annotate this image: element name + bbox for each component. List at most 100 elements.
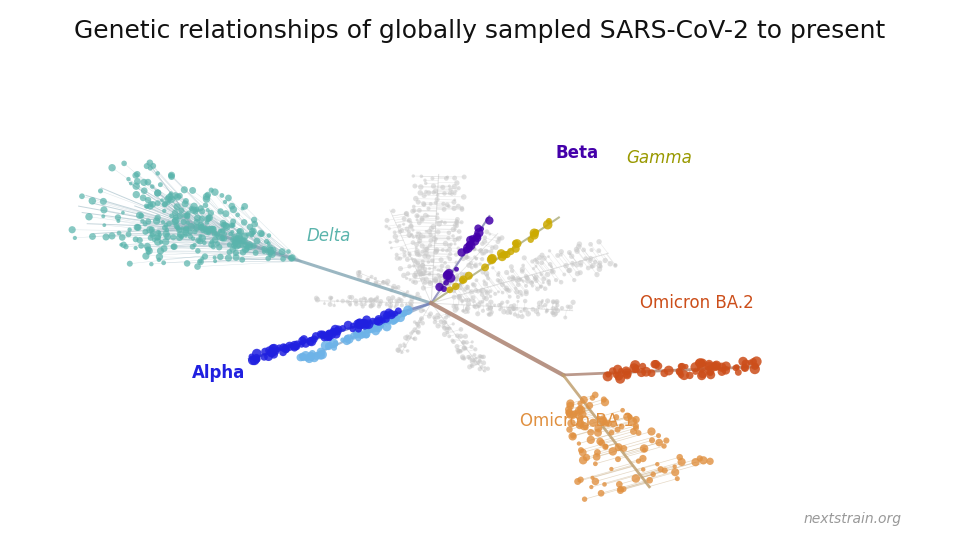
Point xyxy=(398,209,414,218)
Point xyxy=(446,182,462,191)
Point xyxy=(494,253,510,261)
Point xyxy=(105,231,120,240)
Point xyxy=(353,300,369,308)
Point xyxy=(380,277,396,286)
Text: nextstrain.org: nextstrain.org xyxy=(804,512,901,526)
Point xyxy=(185,242,201,251)
Point xyxy=(458,296,473,305)
Point xyxy=(516,305,532,314)
Point xyxy=(321,342,336,351)
Point xyxy=(445,320,461,328)
Point xyxy=(674,457,689,466)
Point xyxy=(533,282,548,291)
Point xyxy=(228,240,243,248)
Point xyxy=(346,321,361,330)
Point xyxy=(449,218,465,227)
Point xyxy=(335,335,350,344)
Point xyxy=(400,306,416,314)
Point xyxy=(518,287,534,296)
Point xyxy=(175,224,190,233)
Point xyxy=(609,413,624,422)
Point xyxy=(444,336,460,345)
Point xyxy=(137,220,153,228)
Point xyxy=(535,296,550,305)
Point xyxy=(370,317,385,326)
Point xyxy=(592,259,608,267)
Point xyxy=(164,171,180,179)
Point xyxy=(238,245,253,254)
Point xyxy=(139,162,155,170)
Point xyxy=(318,341,333,350)
Point xyxy=(557,270,572,279)
Point xyxy=(429,246,444,254)
Point xyxy=(391,346,406,354)
Point xyxy=(396,215,412,223)
Point xyxy=(357,321,372,330)
Point xyxy=(550,251,565,260)
Point xyxy=(480,305,495,313)
Point xyxy=(463,236,478,244)
Point xyxy=(539,308,554,317)
Point xyxy=(534,259,549,267)
Point xyxy=(453,332,468,340)
Point xyxy=(260,254,276,263)
Point xyxy=(242,223,257,231)
Text: Delta: Delta xyxy=(307,227,351,245)
Point xyxy=(575,448,590,457)
Point xyxy=(369,317,384,326)
Point xyxy=(428,186,444,195)
Point xyxy=(193,221,208,229)
Point xyxy=(406,233,421,242)
Point xyxy=(540,306,555,315)
Point xyxy=(390,254,405,262)
Point xyxy=(219,223,234,231)
Point xyxy=(229,242,245,250)
Point xyxy=(395,226,410,235)
Text: Genetic relationships of globally sampled SARS-CoV-2 to present: Genetic relationships of globally sample… xyxy=(74,19,886,43)
Point xyxy=(454,204,469,212)
Point xyxy=(242,241,257,249)
Point xyxy=(245,226,260,235)
Point xyxy=(542,260,558,269)
Point xyxy=(441,311,456,320)
Point xyxy=(407,206,422,215)
Point xyxy=(160,198,176,207)
Point xyxy=(520,309,536,318)
Point xyxy=(484,255,499,264)
Point xyxy=(244,352,259,361)
Point xyxy=(151,233,166,242)
Point xyxy=(435,183,450,192)
Point xyxy=(468,345,483,353)
Point xyxy=(415,264,430,273)
Point xyxy=(130,177,145,186)
Point xyxy=(132,236,147,244)
Point xyxy=(381,224,396,233)
Point xyxy=(598,442,613,451)
Point xyxy=(449,215,465,224)
Point xyxy=(465,357,480,366)
Point xyxy=(510,239,525,248)
Point xyxy=(152,255,167,264)
Point xyxy=(430,228,445,236)
Point xyxy=(438,239,453,248)
Point xyxy=(474,363,490,371)
Point xyxy=(198,225,213,234)
Point xyxy=(416,306,431,314)
Point xyxy=(439,313,454,322)
Point xyxy=(477,233,492,242)
Point xyxy=(174,206,189,215)
Point xyxy=(396,309,412,318)
Point xyxy=(402,302,418,311)
Point xyxy=(355,331,371,339)
Point xyxy=(370,293,385,301)
Point xyxy=(144,225,159,234)
Point xyxy=(385,283,400,292)
Point xyxy=(569,247,585,256)
Point xyxy=(541,278,557,287)
Point xyxy=(215,235,230,243)
Point xyxy=(139,244,155,253)
Point xyxy=(571,439,587,448)
Point xyxy=(372,315,387,324)
Point xyxy=(339,337,354,345)
Point xyxy=(323,341,338,350)
